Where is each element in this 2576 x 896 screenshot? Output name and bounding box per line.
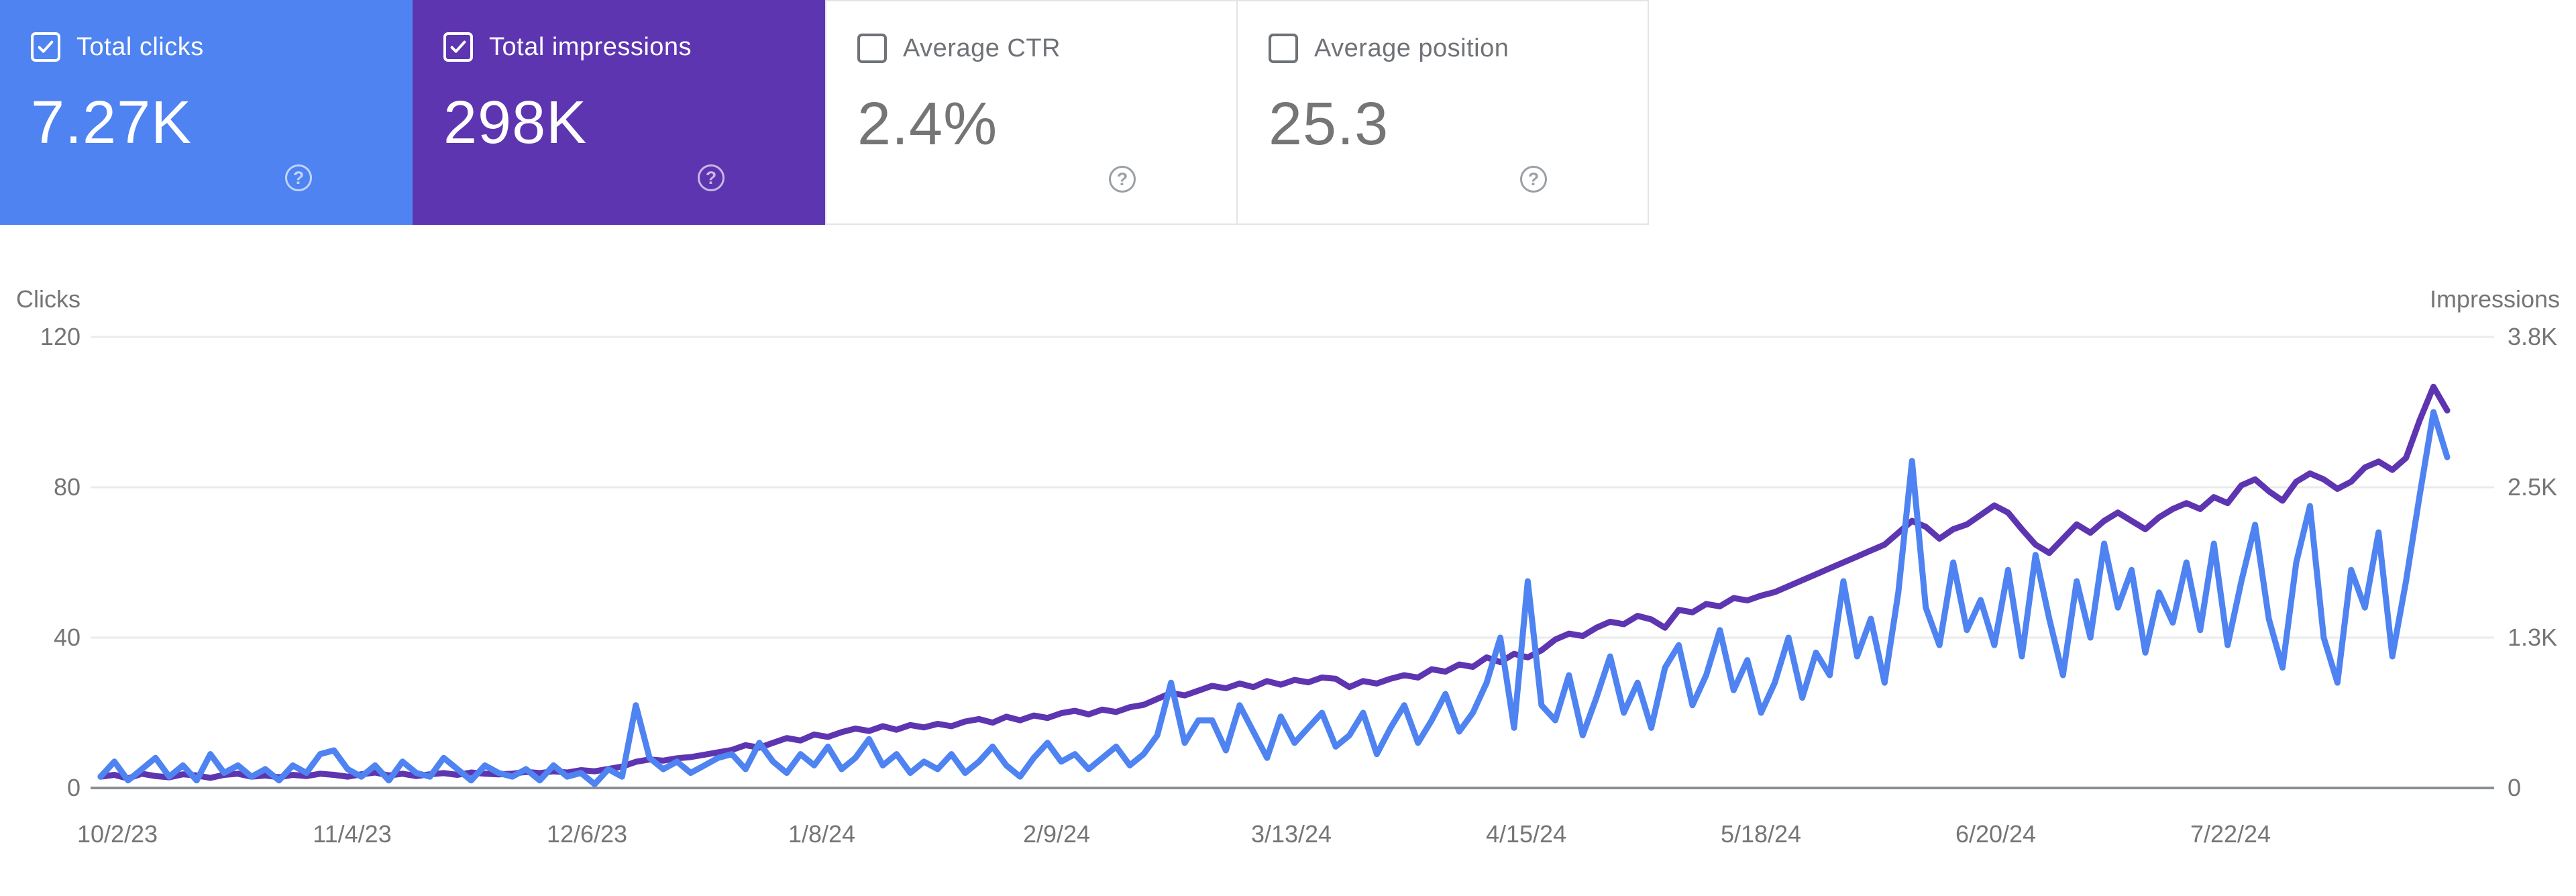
help-icon[interactable]: [1109, 166, 1136, 193]
left-axis-tick: 0: [66, 774, 80, 801]
card-label: Total clicks: [76, 32, 204, 61]
card-value: 7.27K: [31, 89, 193, 156]
card-average-position[interactable]: Average position 25.3: [1236, 0, 1649, 225]
right-axis-tick: 0: [2508, 774, 2522, 801]
right-axis-tick: 2.5K: [2508, 473, 2558, 501]
metric-cards: Total clicks 7.27K Total impressions 298…: [0, 0, 1650, 225]
right-axis-tick: 1.3K: [2508, 624, 2558, 651]
help-icon[interactable]: [285, 164, 312, 191]
x-axis-date-label: 2/9/24: [1022, 820, 1091, 848]
x-axis-date-label: 1/8/24: [788, 820, 856, 848]
checkbox-unchecked-icon[interactable]: [857, 34, 887, 63]
card-total-impressions[interactable]: Total impressions 298K: [413, 0, 825, 225]
x-axis-date-label: 7/22/24: [2190, 820, 2271, 848]
help-icon[interactable]: [1520, 166, 1547, 193]
line-plot[interactable]: [0, 225, 2576, 896]
x-axis-date-label: 4/15/24: [1485, 820, 1567, 848]
left-axis-tick: 40: [53, 624, 80, 651]
card-label: Average position: [1314, 34, 1509, 62]
x-axis-date-label: 11/4/23: [313, 820, 392, 848]
left-axis-tick: 120: [40, 323, 80, 350]
card-label: Average CTR: [903, 34, 1061, 62]
right-axis-title: Impressions: [2429, 285, 2560, 313]
help-icon[interactable]: [698, 164, 724, 191]
card-label: Total impressions: [489, 32, 692, 61]
impressions-line[interactable]: [97, 383, 2451, 782]
left-axis-title: Clicks: [16, 285, 80, 313]
x-axis-date-label: 3/13/24: [1250, 820, 1332, 848]
x-axis-date-label: 5/18/24: [1720, 820, 1802, 848]
x-axis-date-label: 12/6/23: [546, 820, 628, 848]
checkbox-checked-icon[interactable]: [31, 32, 60, 62]
checkbox-unchecked-icon[interactable]: [1269, 34, 1298, 63]
card-average-ctr[interactable]: Average CTR 2.4%: [825, 0, 1238, 225]
right-axis-tick: 3.8K: [2508, 323, 2558, 350]
performance-chart[interactable]: Clicks Impressions 120 80 40 0 3.8K 2.5K 1.3K 0…: [0, 225, 2576, 896]
clicks-line[interactable]: [97, 409, 2451, 787]
card-total-clicks[interactable]: Total clicks 7.27K: [0, 0, 413, 225]
card-value: 298K: [443, 89, 588, 156]
left-axis-tick: 80: [53, 473, 80, 501]
card-value: 2.4%: [857, 91, 998, 158]
x-axis-date-label: 6/20/24: [1955, 820, 2037, 848]
x-axis-date-label: 10/2/23: [76, 820, 158, 848]
checkbox-checked-icon[interactable]: [443, 32, 473, 62]
card-value: 25.3: [1269, 91, 1389, 158]
